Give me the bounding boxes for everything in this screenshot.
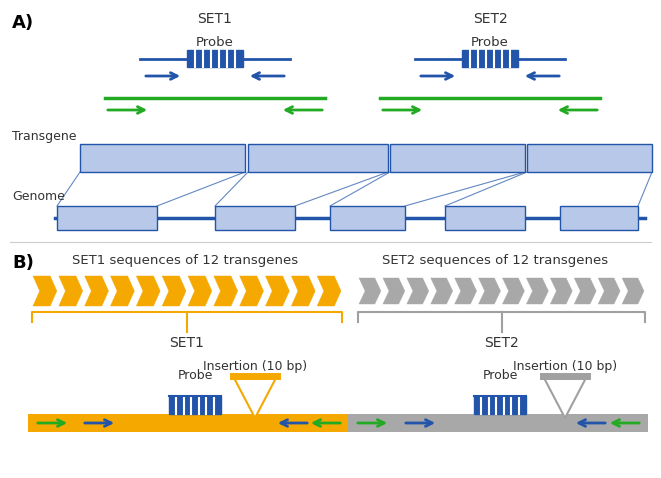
Bar [474,396,526,414]
Polygon shape [383,278,405,304]
Bar [248,144,388,172]
Text: SET2 sequences of 12 transgenes: SET2 sequences of 12 transgenes [382,254,608,267]
Polygon shape [598,278,620,304]
Polygon shape [551,278,572,304]
Bar [330,206,405,230]
Polygon shape [240,276,264,306]
Bar [57,206,157,230]
Text: SET1: SET1 [198,12,233,26]
Text: Probe: Probe [196,36,234,49]
Polygon shape [622,278,644,304]
Polygon shape [233,376,277,418]
Text: Insertion (10 bp): Insertion (10 bp) [203,360,307,373]
Text: Genome: Genome [12,190,65,203]
Polygon shape [59,276,83,306]
Bar [445,206,525,230]
Bar [390,144,525,172]
Bar [462,50,518,67]
Text: Probe: Probe [177,369,213,382]
Text: Probe: Probe [471,36,509,49]
Polygon shape [479,278,500,304]
Bar [348,414,648,432]
Text: B): B) [12,254,34,272]
Polygon shape [162,276,186,306]
Text: A): A) [12,14,34,32]
Bar [28,414,348,432]
Polygon shape [455,278,477,304]
Polygon shape [266,276,290,306]
Polygon shape [502,278,524,304]
Polygon shape [136,276,160,306]
Bar [527,144,652,172]
Text: SET2: SET2 [484,336,519,350]
Polygon shape [431,278,453,304]
Polygon shape [526,278,549,304]
Text: SET2: SET2 [473,12,508,26]
Polygon shape [188,276,212,306]
Polygon shape [292,276,315,306]
Text: SET1: SET1 [170,336,204,350]
Text: Insertion (10 bp): Insertion (10 bp) [513,360,617,373]
Bar [560,206,638,230]
Polygon shape [407,278,429,304]
Text: SET1 sequences of 12 transgenes: SET1 sequences of 12 transgenes [72,254,298,267]
Polygon shape [214,276,238,306]
Bar [215,206,295,230]
Polygon shape [359,278,381,304]
Polygon shape [574,278,596,304]
Polygon shape [110,276,134,306]
Polygon shape [543,376,587,418]
Polygon shape [317,276,341,306]
Bar [80,144,245,172]
Text: Probe: Probe [483,369,518,382]
Polygon shape [85,276,108,306]
Text: Transgene: Transgene [12,130,77,143]
Bar [187,50,243,67]
Polygon shape [33,276,57,306]
Bar [169,396,221,414]
